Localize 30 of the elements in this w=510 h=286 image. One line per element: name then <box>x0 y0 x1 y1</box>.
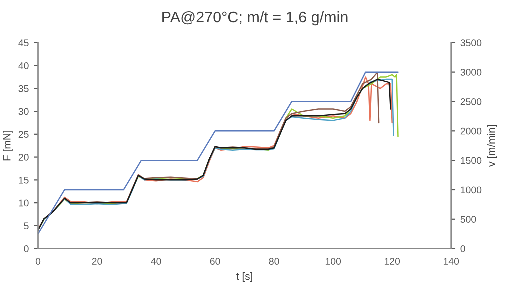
y-tick-label: 15 <box>19 177 29 184</box>
y-tick-label: 25 <box>18 131 29 138</box>
x-tick-label: 20 <box>92 258 102 265</box>
y2-tick-label: 3500 <box>460 40 482 47</box>
y2-tick-label: 2500 <box>460 98 482 106</box>
y-tick-label: 40 <box>18 62 29 70</box>
y-tick-label: 45 <box>18 40 29 47</box>
y-tick-label: 5 <box>24 222 29 230</box>
y2-tick-label: 2000 <box>460 128 482 135</box>
x-tick-label: 140 <box>444 258 460 265</box>
x-tick-label: 80 <box>269 258 280 265</box>
y-tick-label: 20 <box>18 154 29 161</box>
y2-axis-title: v [m/min] <box>488 125 498 167</box>
y-axis-title: F [mN] <box>3 130 13 161</box>
y2-tick-label: 0 <box>460 246 466 252</box>
chart-title: PA@270°C; m/t = 1,6 g/min <box>162 11 348 26</box>
y2-tick-label: 1000 <box>461 186 482 194</box>
y2-tick-label: 500 <box>460 216 476 224</box>
x-tick-label: 100 <box>326 258 342 265</box>
x-tick-label: 40 <box>151 258 162 265</box>
x-axis-title: t [s] <box>236 272 252 282</box>
x-tick-label: 60 <box>210 258 220 265</box>
y-tick-label: 0 <box>24 246 29 252</box>
y2-tick-label: 1500 <box>461 157 482 164</box>
x-tick-label: 0 <box>36 258 41 265</box>
y-tick-label: 35 <box>18 85 29 92</box>
y2-tick-label: 3000 <box>460 69 482 76</box>
x-tick-label: 120 <box>384 258 400 265</box>
y-tick-label: 10 <box>19 200 29 207</box>
y-tick-label: 30 <box>18 108 29 116</box>
